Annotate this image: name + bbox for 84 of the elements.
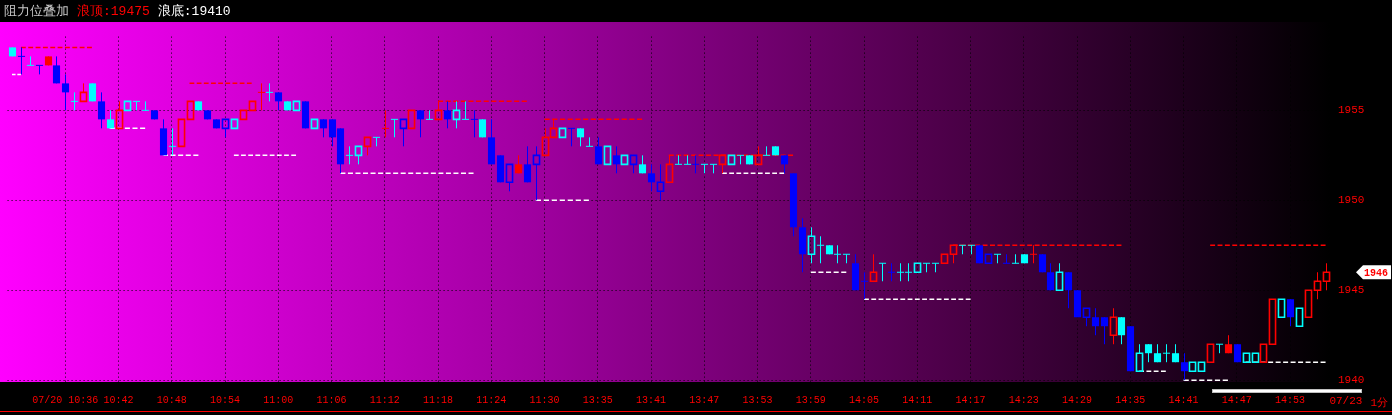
text: 浪底:19410 [157,3,231,20]
candlestick [61,73,70,111]
candlestick [97,91,106,129]
x-tick-label: 11:06 [316,394,347,406]
candlestick [1100,316,1109,345]
x-tick-label: 14:29 [1062,394,1093,406]
candlestick [265,82,274,102]
candlestick [399,118,408,147]
candlestick [762,145,771,156]
candlestick [26,55,35,66]
x-tick-label: 14:05 [849,394,880,406]
x-tick-label: 10:42 [103,394,134,406]
candlestick [425,109,434,120]
candlestick [1180,352,1189,381]
x-tick-label: 13:47 [689,394,720,406]
candlestick [612,145,621,174]
candlestick [115,100,124,130]
candlestick [833,244,842,264]
x-tick-label: 14:47 [1221,394,1252,406]
x-tick-label: 13:35 [582,394,613,406]
x-tick-label: 10:48 [156,394,187,406]
x-tick-label: 11:00 [263,394,294,406]
candlestick [257,82,266,111]
candlestick [390,118,399,138]
x-tick-label: 13:41 [636,394,667,406]
candlestick [1002,253,1011,264]
x-tick-label: 13:59 [795,394,826,406]
candlestick [567,127,576,147]
candlestick [461,100,470,120]
candlestick [860,271,869,300]
x-tick-label: 14:35 [1115,394,1146,406]
candlestick [1011,253,1020,264]
candlestick [656,163,665,201]
x-tick-label: 11:18 [423,394,454,406]
candlestick [585,136,594,147]
x-tick-label: 14:23 [1008,394,1039,406]
y-tick-label: 1955 [1338,104,1365,117]
text: 浪顶:19475 [77,3,150,20]
x-tick-label: 11:30 [529,394,560,406]
candlestick [141,100,150,111]
candlestick [17,46,26,75]
candlestick [381,109,390,138]
candlestick [887,262,896,282]
candlestick [443,100,452,129]
candlestick [70,91,79,111]
candlestick [683,154,692,165]
candlestick [1162,343,1171,363]
candlestick [523,145,532,183]
candlestick [79,82,88,103]
candlestick [452,100,461,129]
y-tick-label: 1950 [1338,194,1365,207]
text: 1946 [1364,267,1389,279]
x-tick-label: 07/20 10:36 [32,394,99,406]
candlestick [869,253,878,283]
x-tick-label: 11:12 [369,394,400,406]
candlestick [345,145,354,165]
candlestick [416,109,425,138]
text: 07/23 [1329,395,1363,409]
x-tick-label: 14:11 [902,394,933,406]
candlestick [532,145,541,201]
x-tick-label: 14:41 [1168,394,1199,406]
x-tick-label: 10:54 [210,394,241,406]
candlestick [647,163,656,192]
y-tick-label: 1945 [1338,284,1365,297]
candlestick [1286,298,1295,327]
x-tick-label: 11:24 [476,394,507,406]
y-tick-label: 1940 [1338,374,1365,387]
x-tick-label: 14:17 [955,394,986,406]
candlestick [470,109,479,138]
candlestick [1091,307,1100,336]
candlestick [1046,262,1055,291]
text: 1分 [1370,396,1388,410]
candlestick [1117,316,1126,345]
candlestick [1064,271,1073,309]
candlestick [52,55,61,84]
candlestick [816,235,825,264]
candlestick [878,262,887,282]
candlestick [168,127,177,156]
x-tick-label: 13:53 [742,394,773,406]
candlestick [691,154,700,174]
candlestick [674,154,683,165]
candlestick [594,136,603,165]
chart-title: 阻力位叠加 [4,2,69,20]
x-tick-label: 14:53 [1275,394,1306,406]
